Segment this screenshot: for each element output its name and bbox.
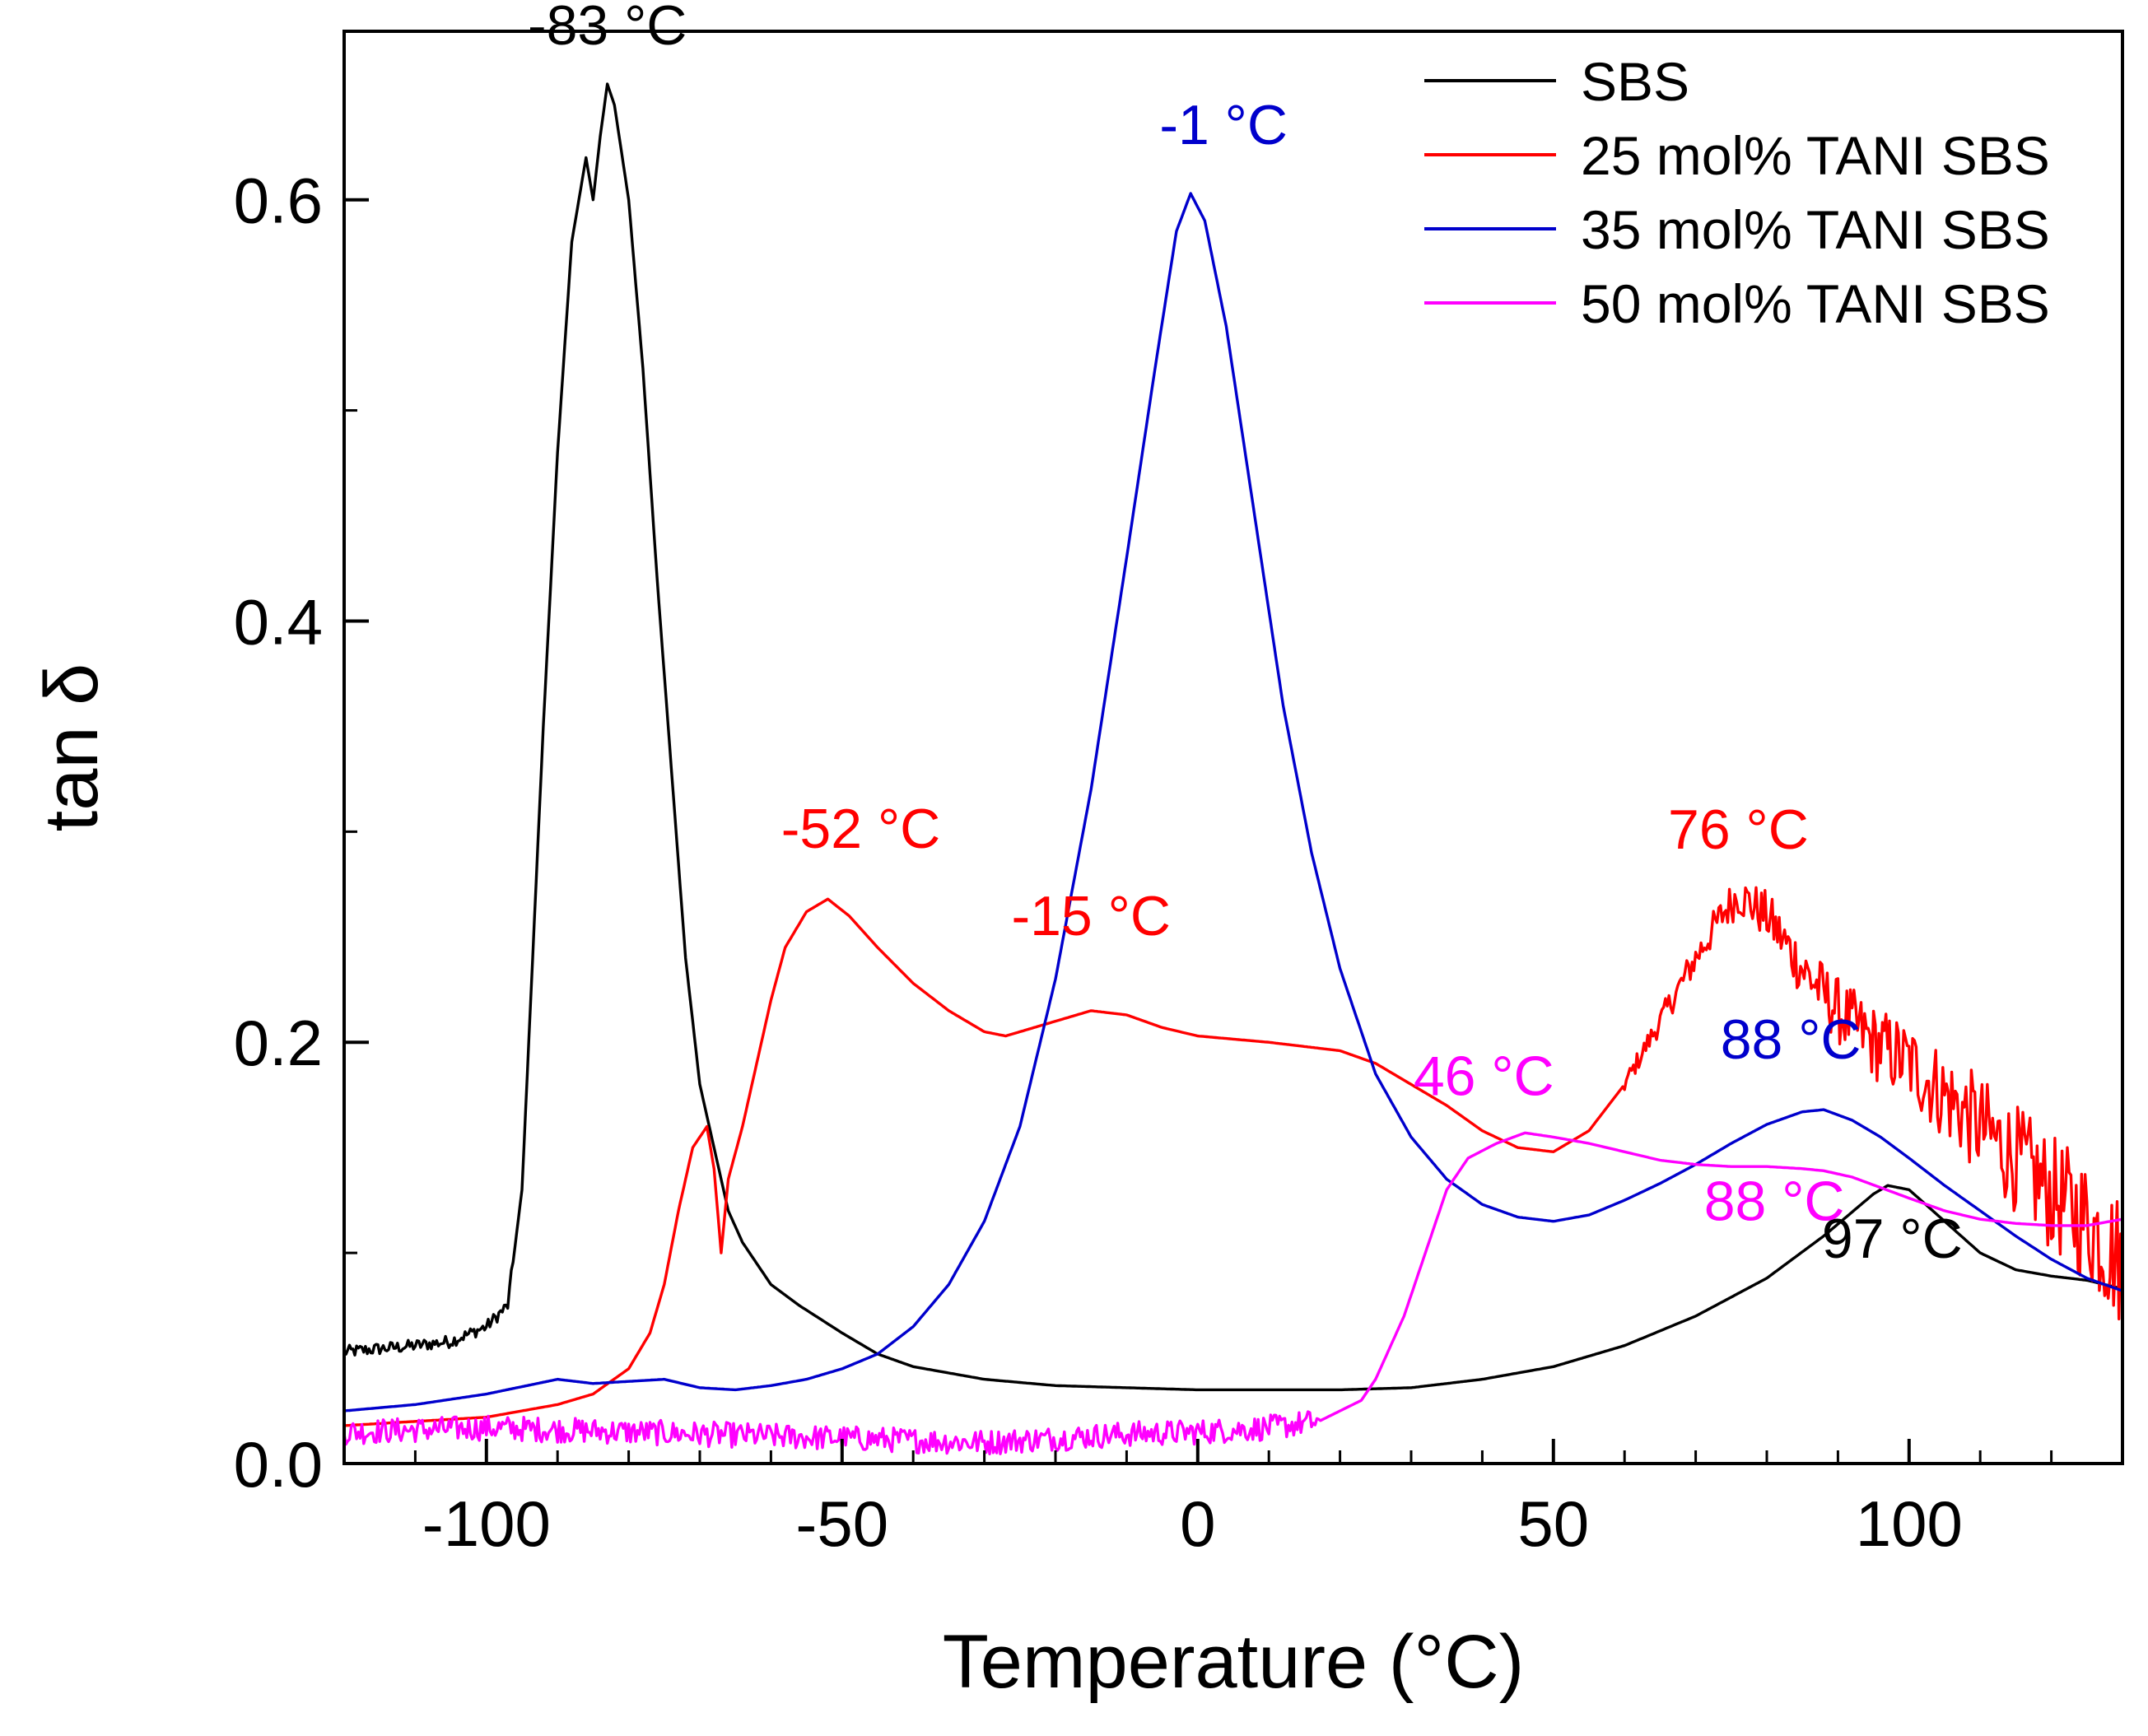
legend-label: SBS [1581,51,1689,112]
annotation-layer: -83 °C 97 °C -52 °C -15 °C 76 °C -1 °C 88 °C 46… [528,0,1963,1270]
y-axis-title: tan δ [30,663,114,832]
plot-frame [342,30,2124,1465]
peak-annotation: -83 °C [528,0,687,57]
x-tick-label: -50 [795,1487,888,1560]
series-layer [342,82,2124,1455]
series-line-25-mol-tani-sbs [343,886,2124,1427]
legend-label: 50 mol% TANI SBS [1581,273,2050,334]
ticks-layer: -100 -50 0 50 100 0.0 0.2 0.4 0.6 [234,165,2124,1560]
y-tick-label: 0.6 [234,165,323,237]
legend-label: 25 mol% TANI SBS [1581,125,2050,186]
x-tick-label: 100 [1856,1487,1963,1560]
legend: SBS 25 mol% TANI SBS 35 mol% TANI SBS 50 mo… [1424,51,2050,334]
peak-annotation: -52 °C [781,798,940,860]
legend-label: 35 mol% TANI SBS [1581,199,2050,260]
peak-annotation: 88 °C [1721,1008,1861,1071]
peak-annotation: 97 °C [1822,1208,1963,1270]
x-axis-title: Temperature (°C) [943,1620,1525,1704]
y-tick-label: 0.2 [234,1007,323,1079]
series-line-35-mol-tani-sbs [343,192,2123,1413]
peak-annotation: -15 °C [1011,885,1170,947]
series-line-sbs [342,82,2123,1392]
x-tick-label: -100 [422,1487,551,1560]
y-tick-label: 0.4 [234,585,323,658]
x-tick-label: 50 [1517,1487,1589,1560]
peak-annotation: -1 °C [1159,94,1288,156]
x-tick-label: 0 [1180,1487,1215,1560]
peak-annotation: 76 °C [1668,798,1809,861]
peak-annotation: 88 °C [1704,1170,1845,1232]
y-tick-label: 0.0 [234,1428,323,1501]
peak-annotation: 46 °C [1414,1045,1554,1107]
series-line-50-mol-tani-sbs [342,1131,2123,1455]
